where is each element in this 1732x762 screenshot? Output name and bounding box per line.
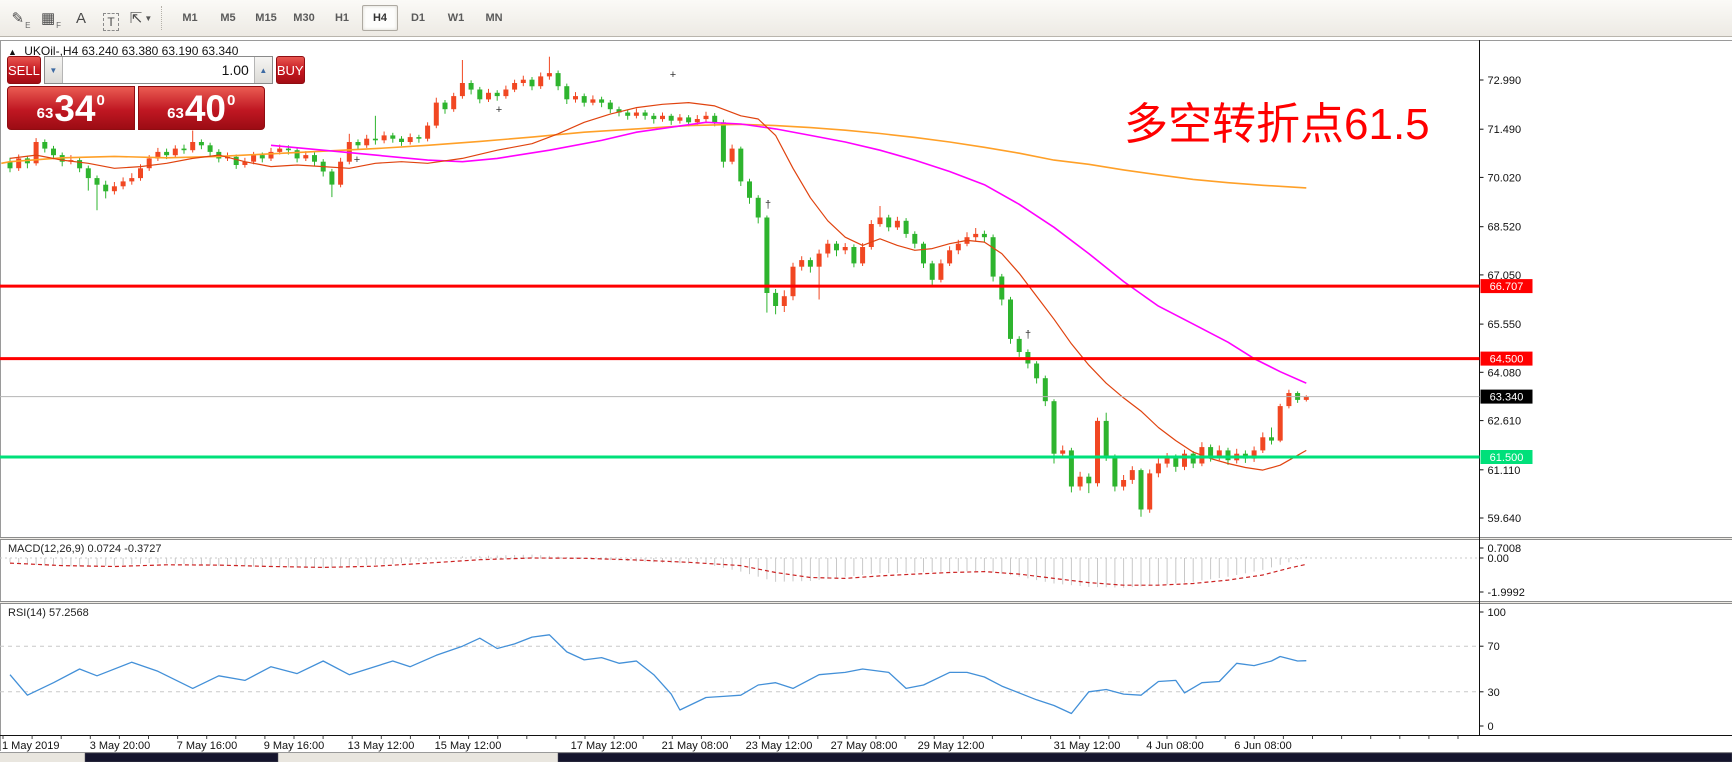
toolbar: ✎ E ▦ F A T ⇱ ▼ M1 M5 M15 M30 H1 H4 D1 W… xyxy=(0,0,1732,37)
one-click-trade-panel: SELL ▼ ▲ BUY 63 34 0 63 40 0 xyxy=(7,56,305,130)
scrollbar-thumb[interactable] xyxy=(557,752,1732,762)
time-axis-label: 29 May 12:00 xyxy=(918,740,985,752)
time-axis-label: 17 May 12:00 xyxy=(571,740,638,752)
svg-text:65.550: 65.550 xyxy=(1488,319,1522,331)
pencil-icon: ✎ xyxy=(11,10,25,27)
svg-text:62.610: 62.610 xyxy=(1488,416,1522,428)
time-axis-label: 21 May 08:00 xyxy=(662,740,729,752)
svg-text:68.520: 68.520 xyxy=(1488,222,1522,234)
time-axis-label: 13 May 12:00 xyxy=(348,740,415,752)
svg-text:64.500: 64.500 xyxy=(1490,354,1524,366)
volume-input[interactable] xyxy=(62,57,254,83)
tab-timeframe-m30[interactable]: M30 xyxy=(293,12,315,24)
chart-marker: + xyxy=(496,104,502,116)
time-axis-label: 9 May 16:00 xyxy=(264,740,325,752)
svg-text:59.640: 59.640 xyxy=(1488,513,1522,525)
sell-button[interactable]: SELL xyxy=(7,56,41,84)
svg-text:63.340: 63.340 xyxy=(1490,392,1524,404)
ma-mid-line[interactable] xyxy=(270,121,1307,384)
text-box-icon[interactable]: T xyxy=(96,5,126,31)
chevron-down-icon: ▼ xyxy=(144,13,153,23)
tab-timeframe-mn[interactable]: MN xyxy=(485,12,503,24)
toolbar-separator xyxy=(161,6,166,30)
time-axis-label: 4 Jun 08:00 xyxy=(1146,740,1204,752)
svg-text:70: 70 xyxy=(1488,641,1500,653)
time-axis-label: 31 May 12:00 xyxy=(1054,740,1121,752)
volume-increase-button[interactable]: ▲ xyxy=(253,57,272,83)
sell-price-button[interactable]: 63 34 0 xyxy=(7,86,135,130)
rsi-axis: 100 70 30 0 xyxy=(1479,607,1506,733)
svg-text:72.990: 72.990 xyxy=(1488,75,1522,87)
svg-text:71.490: 71.490 xyxy=(1488,124,1522,136)
sell-price-major: 63 xyxy=(36,105,54,122)
macd-indicator-label: MACD(12,26,9) 0.0724 -0.3727 xyxy=(8,543,162,555)
tab-timeframe-h1[interactable]: H1 xyxy=(334,12,350,24)
time-axis-label: 15 May 12:00 xyxy=(435,740,502,752)
chart-marker: † xyxy=(1025,329,1031,341)
svg-text:-1.9992: -1.9992 xyxy=(1488,587,1525,599)
buy-price-point: 0 xyxy=(227,92,236,109)
cursor-mode-icon[interactable]: ⇱ ▼ xyxy=(129,10,153,27)
tab-timeframe-w1[interactable]: W1 xyxy=(447,12,465,24)
volume-decrease-button[interactable]: ▼ xyxy=(44,57,63,83)
symbol-triangle-icon: ▲ xyxy=(8,47,17,57)
svg-text:30: 30 xyxy=(1488,687,1500,699)
time-axis-label: 6 Jun 08:00 xyxy=(1234,740,1292,752)
time-axis-label: 27 May 08:00 xyxy=(831,740,898,752)
svg-text:70.020: 70.020 xyxy=(1488,172,1522,184)
price-badge: 63.340 xyxy=(1480,389,1533,404)
rsi-indicator-label: RSI(14) 57.2568 xyxy=(8,607,89,619)
buy-price-pips: 40 xyxy=(184,87,226,129)
tab-timeframe-d1[interactable]: D1 xyxy=(410,12,426,24)
volume-spinner: ▼ ▲ xyxy=(43,56,273,84)
time-axis-label: 7 May 16:00 xyxy=(177,740,238,752)
grid-icon[interactable]: ▦ F xyxy=(40,10,62,30)
tab-timeframe-m15[interactable]: M15 xyxy=(255,12,277,24)
svg-text:100: 100 xyxy=(1488,607,1506,619)
symbol-ohlc-text: UKOil-,H4 63.240 63.380 63.190 63.340 xyxy=(24,44,239,58)
svg-text:61.500: 61.500 xyxy=(1490,452,1524,464)
chart-marker: + xyxy=(354,154,360,166)
time-axis-label: 3 May 20:00 xyxy=(90,740,151,752)
svg-text:0.00: 0.00 xyxy=(1488,553,1509,565)
svg-text:0.7008: 0.7008 xyxy=(1488,543,1522,555)
tab-timeframe-h4[interactable]: H4 xyxy=(362,5,398,31)
svg-text:66.707: 66.707 xyxy=(1490,281,1524,293)
macd-signal-line xyxy=(9,557,1307,586)
tab-timeframe-m1[interactable]: M1 xyxy=(182,12,198,24)
time-axis-label: 23 May 12:00 xyxy=(746,740,813,752)
panel-splitter[interactable] xyxy=(0,601,1732,604)
buy-price-major: 63 xyxy=(167,105,184,122)
indicators-pencil-icon[interactable]: ✎ E xyxy=(6,5,36,31)
svg-text:67.050: 67.050 xyxy=(1488,270,1522,282)
time-axis: 1 May 2019 3 May 20:00 7 May 16:00 9 May 16… xyxy=(2,735,1459,752)
ma-fast-line[interactable] xyxy=(9,101,1307,471)
chart-marker: † xyxy=(765,199,771,211)
price-axis: 72.990 71.490 70.020 68.520 67.050 65.550 64.0… xyxy=(1479,75,1522,525)
rsi-line xyxy=(9,634,1307,715)
svg-text:64.080: 64.080 xyxy=(1488,367,1522,379)
panel-splitter[interactable] xyxy=(0,537,1732,540)
buy-price-button[interactable]: 63 40 0 xyxy=(137,86,265,130)
scrollbar-thumb[interactable] xyxy=(84,752,279,762)
chart-marker: + xyxy=(670,69,676,81)
chart-annotation-text: 多空转折点61.5 xyxy=(1124,100,1430,149)
ma-slow-line[interactable] xyxy=(1,123,1307,189)
time-axis-label: 1 May 2019 xyxy=(2,740,59,752)
price-badge: 66.707 xyxy=(1480,279,1533,294)
sell-price-pips: 34 xyxy=(54,87,96,129)
chart-symbol-header: ▲ UKOil-,H4 63.240 63.380 63.190 63.340 xyxy=(8,44,238,58)
svg-text:61.110: 61.110 xyxy=(1488,465,1521,477)
svg-text:0: 0 xyxy=(1488,721,1494,733)
price-badge: 64.500 xyxy=(1480,351,1533,366)
text-label-icon[interactable]: A xyxy=(75,10,86,27)
macd-histogram xyxy=(9,554,1307,588)
tab-timeframe-m5[interactable]: M5 xyxy=(220,12,236,24)
sell-price-point: 0 xyxy=(96,92,105,109)
buy-button[interactable]: BUY xyxy=(275,56,305,84)
price-badge: 61.500 xyxy=(1480,450,1533,464)
